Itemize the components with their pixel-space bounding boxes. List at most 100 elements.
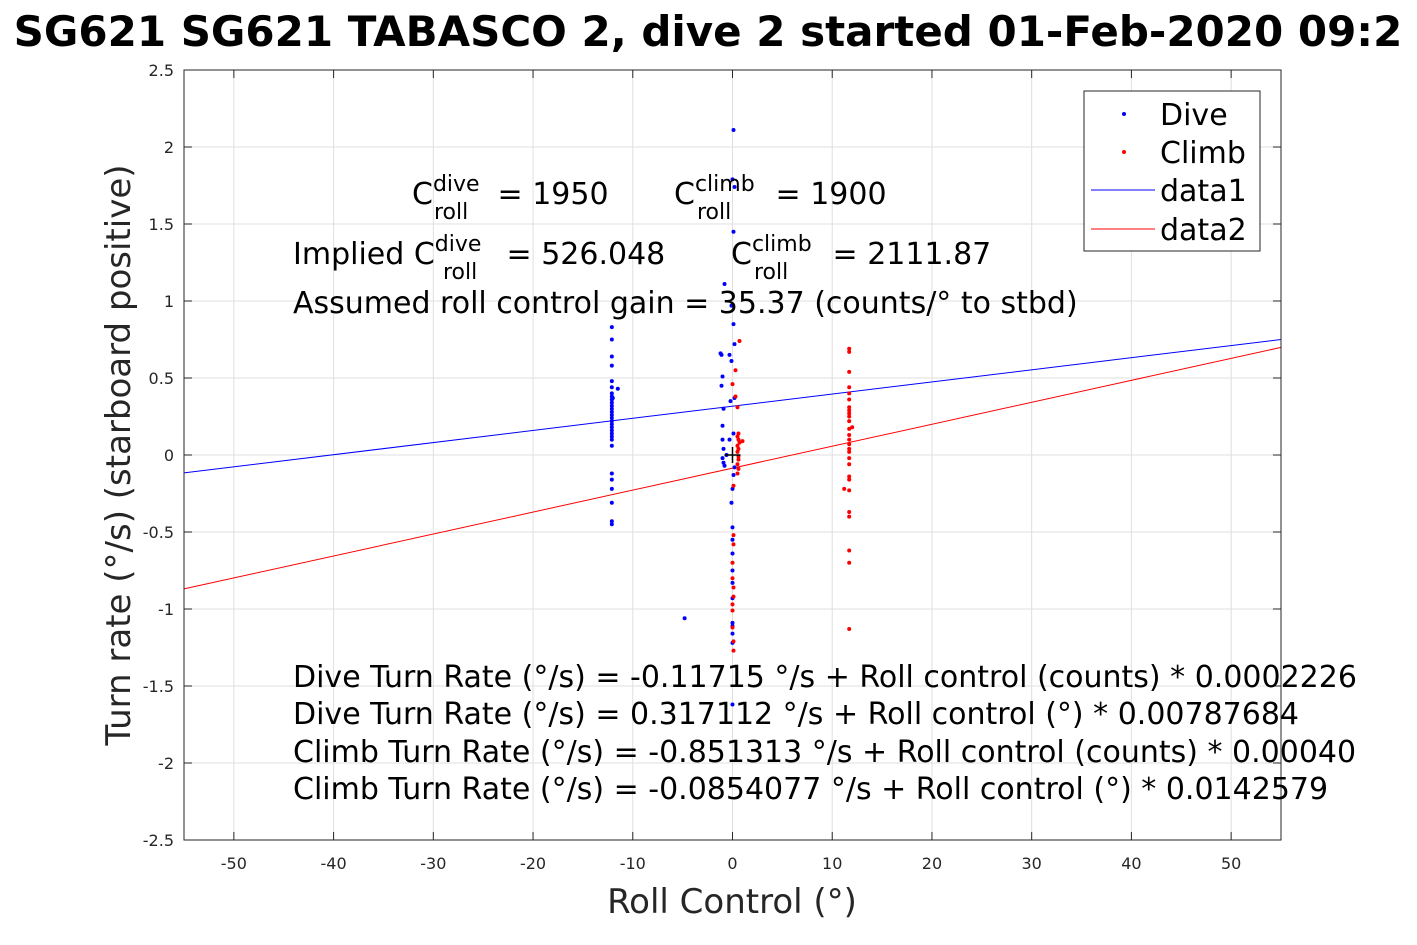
- legend-dive-marker: [1122, 112, 1126, 116]
- point-climb: [847, 437, 852, 442]
- c-dive-sub: roll: [434, 200, 468, 225]
- point-dive: [609, 425, 614, 430]
- point-dive: [609, 500, 614, 505]
- point-climb: [735, 443, 740, 448]
- point-climb: [735, 462, 740, 467]
- point-dive: [609, 519, 614, 524]
- point-climb: [847, 560, 852, 565]
- point-climb: [847, 462, 852, 467]
- point-climb: [730, 576, 735, 581]
- point-dive: [609, 471, 614, 476]
- annotation-eq3: Climb Turn Rate (°/s) = -0.851313 °/s + …: [293, 735, 1356, 770]
- point-dive: [609, 379, 614, 384]
- point-dive: [609, 437, 614, 442]
- legend-climb-label: Climb: [1160, 136, 1246, 171]
- point-climb: [847, 446, 852, 451]
- point-climb: [731, 639, 736, 644]
- point-dive: [729, 303, 734, 308]
- y-tick-label: -2: [158, 754, 174, 773]
- point-climb: [847, 442, 852, 447]
- point-dive: [720, 456, 725, 461]
- point-climb: [731, 648, 736, 653]
- point-climb: [847, 405, 852, 410]
- x-tick-label: 30: [1022, 854, 1042, 873]
- point-dive: [730, 551, 735, 556]
- point-climb: [731, 585, 736, 590]
- point-dive: [727, 352, 732, 357]
- fit-line-data1: [183, 338, 1282, 474]
- x-axis-label: Roll Control (°): [607, 882, 857, 922]
- point-climb: [736, 446, 741, 451]
- point-dive: [609, 431, 614, 436]
- point-dive: [609, 400, 614, 405]
- x-tick-label: 20: [922, 854, 942, 873]
- point-climb: [847, 474, 852, 479]
- point-climb: [730, 608, 735, 613]
- point-climb: [847, 408, 852, 413]
- point-dive: [731, 322, 736, 327]
- point-dive: [729, 500, 734, 505]
- x-axis-ticks: -50 -40 -30 -20 -10 0 10 20 30 40 50: [221, 70, 1241, 873]
- point-climb: [733, 394, 738, 399]
- point-dive: [609, 363, 614, 368]
- y-axis-label: Turn rate (°/s) (starboard positive): [99, 164, 139, 746]
- point-dive: [730, 580, 735, 585]
- point-dive: [609, 486, 614, 491]
- y-tick-label: 0: [164, 446, 174, 465]
- c-climb-base: C: [674, 177, 695, 212]
- annotation-eq1: Dive Turn Rate (°/s) = -0.11715 °/s + Ro…: [293, 660, 1357, 695]
- point-climb: [731, 483, 736, 488]
- point-dive: [730, 537, 735, 542]
- point-dive: [730, 631, 735, 636]
- point-climb: [730, 602, 735, 607]
- point-dive: [615, 386, 620, 391]
- point-dive: [682, 616, 687, 621]
- y-tick-label: -0.5: [143, 523, 174, 542]
- point-dive: [719, 383, 724, 388]
- point-climb: [847, 397, 852, 402]
- point-dive: [609, 409, 614, 414]
- point-dive: [731, 431, 736, 436]
- legend-box: [1083, 90, 1261, 252]
- point-dive: [732, 465, 737, 470]
- point-dive: [609, 428, 614, 433]
- point-dive: [609, 354, 614, 359]
- point-climb: [733, 368, 738, 373]
- point-dive: [730, 568, 735, 573]
- point-dive: [730, 620, 735, 625]
- annotation-c-dive: Cdive roll = 1950: [412, 172, 609, 225]
- point-dive: [609, 403, 614, 408]
- point-climb: [847, 477, 852, 482]
- implied-climb-sup: climb: [752, 232, 812, 257]
- point-dive: [720, 374, 725, 379]
- point-climb: [736, 466, 741, 471]
- legend: Dive Climb data1 data2: [1083, 90, 1261, 252]
- point-dive: [609, 385, 614, 390]
- x-tick-label: 50: [1221, 854, 1241, 873]
- c-dive-base: C: [412, 177, 433, 212]
- point-climb: [847, 369, 852, 374]
- point-climb: [737, 339, 742, 344]
- point-dive: [609, 477, 614, 482]
- y-tick-label: 2.5: [149, 61, 174, 80]
- point-dive: [609, 443, 614, 448]
- point-dive: [610, 396, 615, 401]
- point-dive: [722, 463, 727, 468]
- y-tick-label: 2: [164, 138, 174, 157]
- y-tick-label: -1: [158, 600, 174, 619]
- annotation-implied-dive: Implied Cdive roll = 526.048: [293, 232, 665, 285]
- y-tick-label: 0.5: [149, 369, 174, 388]
- implied-climb-base: C: [731, 237, 752, 272]
- point-climb: [735, 434, 740, 439]
- point-climb: [737, 440, 742, 445]
- plot-border: [183, 69, 1282, 841]
- point-climb: [847, 411, 852, 416]
- point-dive: [727, 437, 732, 442]
- point-climb: [731, 594, 736, 599]
- fit-line-data2: [183, 346, 1282, 590]
- point-climb: [847, 426, 852, 431]
- x-tick-label: -10: [620, 854, 646, 873]
- point-dive: [609, 434, 614, 439]
- point-dive: [721, 460, 726, 465]
